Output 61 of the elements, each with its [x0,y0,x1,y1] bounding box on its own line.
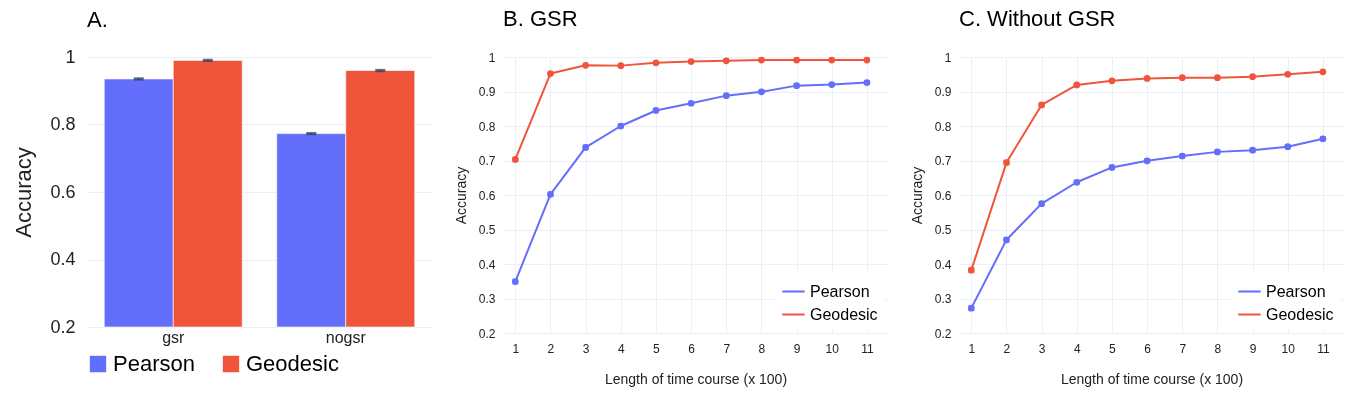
x-tick-label: 7 [1179,341,1187,356]
y-tick-label: 0.9 [478,85,496,99]
x-tick-label: 3 [582,341,590,356]
x-tick-label: 5 [1109,341,1117,356]
x-tick-label: 7 [723,341,731,356]
chart-title: C. Without GSR [959,6,1116,31]
legend-label: Geodesic [1266,305,1334,323]
y-tick-label: 0.4 [934,257,952,272]
y-axis-title: Accuracy [11,147,37,238]
legend-label: Pearson [113,351,195,377]
x-axis-title: Length of time course (x 100) [604,370,788,387]
y-tick-label: 1 [65,46,76,67]
y-tick-label: 0.6 [934,188,952,203]
x-tick-label: 4 [1073,341,1081,356]
y-tick-label: 0.7 [934,154,952,168]
x-axis-title: Length of time course (x 100) [1060,370,1244,387]
x-tick-label: gsr [162,328,186,346]
y-tick-label: 0.4 [50,249,76,269]
x-tick-label: 11 [1317,341,1330,356]
x-tick-label: 5 [653,341,661,356]
y-tick-label: 0.8 [478,119,496,134]
x-tick-label: 1 [512,341,520,356]
y-tick-label: 0.8 [50,114,76,134]
x-tick-label: 2 [547,341,555,356]
y-tick-label: 0.5 [934,223,952,237]
y-tick-label: 0.2 [478,326,496,341]
y-tick-label: 0.7 [478,154,496,168]
y-tick-label: 1 [488,50,496,65]
legend-label: Geodesic [246,351,339,377]
x-tick-label: 4 [617,341,625,356]
y-axis-title: Accuracy [452,166,469,225]
y-tick-label: 0.3 [478,292,496,306]
x-tick-label: 6 [1144,341,1152,356]
x-tick-label: nogsr [325,328,367,346]
chart-title: B. GSR [503,6,578,31]
x-tick-label: 2 [1003,341,1011,356]
y-tick-label: 0.5 [478,223,496,237]
y-tick-label: 0.4 [478,257,496,272]
y-tick-label: 1 [944,50,952,65]
x-tick-label: 6 [688,341,696,356]
x-tick-label: 10 [825,341,840,356]
y-tick-label: 0.9 [934,85,952,99]
y-axis-title: Accuracy [908,166,925,225]
y-tick-label: 0.8 [934,119,952,134]
y-tick-label: 0.6 [478,188,496,203]
y-tick-label: 0.2 [50,316,76,337]
y-tick-label: 0.3 [934,292,952,306]
legend-label: Pearson [1266,282,1326,300]
x-tick-label: 9 [1249,341,1257,356]
legend-label: Pearson [810,282,870,300]
y-tick-label: 0.6 [50,181,76,202]
x-tick-label: 8 [1214,341,1222,356]
chart-title: A. [87,7,108,32]
x-tick-label: 8 [758,341,766,356]
x-tick-label: 3 [1038,341,1046,356]
x-tick-label: 11 [861,341,874,356]
x-tick-label: 1 [968,341,976,356]
legend-label: Geodesic [810,305,878,323]
y-tick-label: 0.2 [934,326,952,341]
x-tick-label: 10 [1281,341,1296,356]
x-tick-label: 9 [793,341,801,356]
